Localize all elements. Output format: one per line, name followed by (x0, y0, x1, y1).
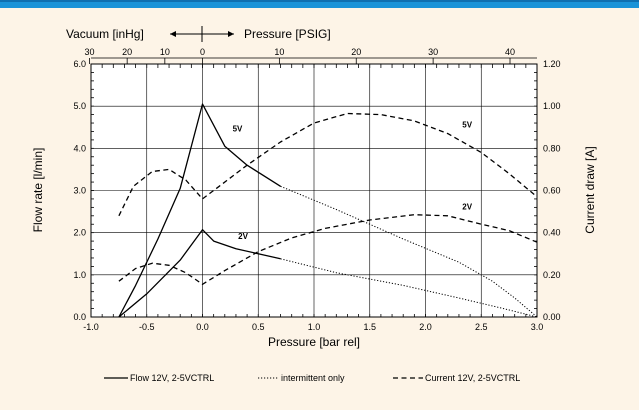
top-axis-tick-label: 30 (428, 47, 438, 57)
tick-layer: -1.0 -0.5 0.0 0.5 1.0 1.5 2.0 2.5 3.0 0.0 1.0 2.0 3.… (73, 47, 560, 332)
y-right-tick-label: 1.00 (543, 101, 561, 111)
top-axis-vacuum-label: Vacuum [inHg] (66, 27, 144, 41)
y-right-tick-label: 0.60 (543, 186, 561, 196)
series-flow-5v-solid (118, 103, 281, 318)
y-left-tick-label: 6.0 (73, 59, 86, 69)
y-right-tick-label: 1.20 (543, 59, 561, 69)
x-tick-label: 3.0 (531, 322, 544, 332)
y-right-tick-label: 0.40 (543, 228, 561, 238)
y-left-tick-label: 1.0 (73, 270, 86, 280)
y-right-tick-label: 0.00 (543, 312, 561, 322)
series-flow-2v-solid (118, 229, 281, 318)
top-axis-tick-label: 10 (160, 47, 170, 57)
y-left-tick-label: 0.0 (73, 312, 86, 322)
y-left-tick-label: 4.0 (73, 143, 86, 153)
x-tick-label: -1.0 (83, 322, 99, 332)
header-accent-bar (0, 0, 639, 8)
series-flow-5v-dotted (280, 185, 538, 318)
top-axis-direction-arrow (170, 26, 234, 42)
legend: Flow 12V, 2-5VCTRL intermittent only Cur… (104, 373, 520, 383)
series-current-2v-dashed (118, 214, 538, 285)
top-axis-tick-label: 10 (274, 47, 284, 57)
x-tick-label: 1.0 (308, 322, 321, 332)
top-axis-tick-label: 40 (505, 47, 515, 57)
series-current-5v-dashed (118, 112, 538, 217)
y-axis-left-label: Flow rate [l/min] (31, 148, 45, 233)
x-axis-label: Pressure [bar rel] (268, 335, 360, 349)
x-tick-label: 0.0 (196, 322, 209, 332)
legend-label-flow: Flow 12V, 2-5VCTRL (130, 373, 214, 383)
x-tick-label: -0.5 (139, 322, 155, 332)
y-left-tick-label: 2.0 (73, 228, 86, 238)
y-left-tick-label: 5.0 (73, 101, 86, 111)
series-annotation-5v: 5V (233, 124, 243, 133)
top-axis-pressure-label: Pressure [PSIG] (244, 27, 331, 41)
series-layer (118, 103, 538, 318)
top-axis-tick-label: 20 (122, 47, 132, 57)
x-tick-label: 0.5 (252, 322, 265, 332)
y-right-tick-label: 0.20 (543, 270, 561, 280)
top-axis-tick-label: 20 (351, 47, 361, 57)
series-annotation-2v: 2V (238, 232, 248, 241)
top-axis-tick-label: 30 (84, 47, 94, 57)
series-flow-2v-dotted (280, 258, 538, 318)
legend-label-intermittent: intermittent only (281, 373, 345, 383)
legend-label-current: Current 12V, 2-5VCTRL (425, 373, 520, 383)
header-accent-stripe (0, 0, 639, 2)
top-axis-tick-label: 0 (200, 47, 205, 57)
annotation-layer: 5V 2V 5V 2V (233, 120, 473, 241)
x-tick-label: 1.5 (363, 322, 376, 332)
x-tick-label: 2.5 (475, 322, 488, 332)
series-annotation-2v: 2V (462, 202, 472, 211)
x-tick-label: 2.0 (419, 322, 432, 332)
y-left-tick-label: 3.0 (73, 186, 86, 196)
y-right-tick-label: 0.80 (543, 143, 561, 153)
y-axis-right-label: Current draw [A] (583, 146, 597, 233)
series-annotation-5v: 5V (462, 120, 472, 129)
